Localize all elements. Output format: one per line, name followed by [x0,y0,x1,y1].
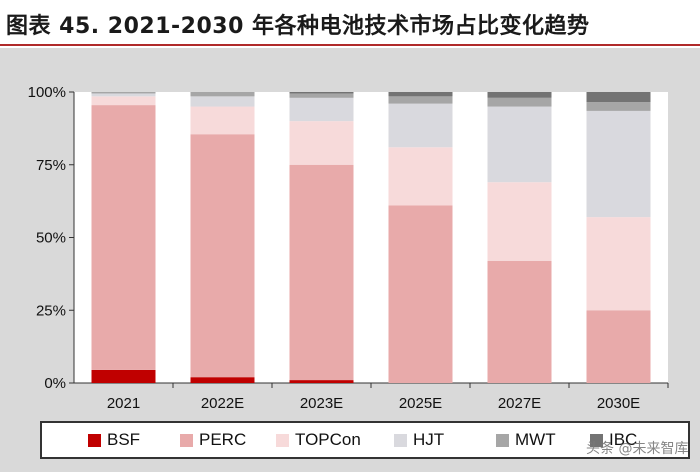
legend-item-perc: PERC [180,430,246,450]
chart-legend: BSF PERC TOPCon HJT MWT IBC [40,421,690,459]
x-tick-label: 2023E [300,395,343,412]
y-tick-label: 75% [36,157,66,174]
bar-perc-2021 [91,105,156,370]
bar-topcon-2030e [586,217,651,311]
legend-label: TOPCon [295,430,361,449]
bar-bsf-2021 [91,369,156,383]
bar-ibc-2023e [289,92,354,94]
legend-label: HJT [413,430,445,449]
bar-perc-2025e [388,205,453,383]
y-tick-label: 50% [36,230,66,247]
x-tick-label: 2021 [107,395,140,412]
legend-swatch [394,433,407,447]
bar-mwt-2023e [289,93,354,98]
bar-topcon-2022e [190,106,255,135]
bar-ibc-2030e [586,92,651,103]
legend-item-bsf: BSF [88,430,140,450]
legend-swatch [496,433,509,447]
bar-mwt-2030e [586,102,651,111]
x-tick-label: 2022E [201,395,244,412]
y-tick-label: 25% [36,302,66,319]
bar-topcon-2021 [91,96,156,106]
bar-perc-2023e [289,164,354,381]
bar-ibc-2025e [388,92,453,97]
bar-perc-2022e [190,134,255,378]
bar-hjt-2022e [190,96,255,107]
bar-topcon-2023e [289,121,354,165]
bar-hjt-2030e [586,110,651,218]
bar-mwt-2027e [487,97,552,107]
legend-label: BSF [107,430,141,449]
legend-label: PERC [199,430,247,449]
y-tick-label: 0% [44,375,66,392]
bar-hjt-2027e [487,106,552,183]
legend-label: IBC [609,430,638,449]
x-tick-label: 2025E [399,395,442,412]
bar-perc-2030e [586,310,651,383]
x-tick-label: 2027E [498,395,541,412]
bar-hjt-2023e [289,97,354,122]
bar-ibc-2027e [487,92,552,98]
bar-bsf-2023e [289,380,354,383]
title-divider [0,44,700,46]
legend-label: MWT [515,430,556,449]
bar-bsf-2022e [190,377,255,383]
legend-swatch [276,433,289,447]
bar-topcon-2025e [388,147,453,206]
legend-item-mwt: MWT [496,430,556,450]
legend-swatch [88,433,101,447]
legend-swatch [180,433,193,447]
legend-swatch [590,433,603,447]
y-tick-label: 100% [28,84,66,101]
bar-perc-2027e [487,260,552,383]
bar-mwt-2025e [388,96,453,104]
bar-mwt-2021 [91,92,156,94]
plot-area [74,92,668,383]
chart-title: 图表 45. 2021-2030 年各种电池技术市场占比变化趋势 [6,14,590,39]
bar-mwt-2022e [190,92,255,97]
bar-hjt-2025e [388,103,453,148]
legend-item-ibc: IBC [590,430,637,450]
x-tick-label: 2030E [597,395,640,412]
watermark: 头条 @未来智库 [586,441,689,457]
bar-hjt-2021 [91,93,156,97]
bar-topcon-2027e [487,182,552,261]
legend-item-topcon: TOPCon [276,430,361,450]
legend-item-hjt: HJT [394,430,444,450]
